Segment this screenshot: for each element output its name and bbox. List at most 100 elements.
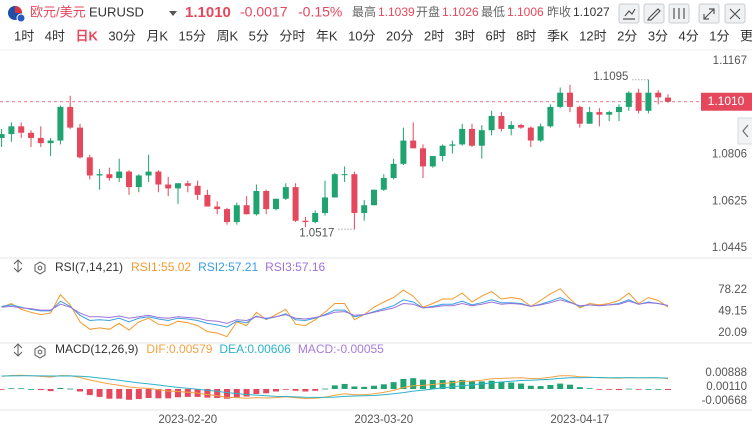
change: -0.0017 (240, 4, 288, 20)
macd-bar (86, 388, 93, 396)
macd-bar (645, 388, 652, 390)
macd-bar (449, 380, 456, 389)
macd-bar (116, 388, 123, 399)
macd-bar (616, 388, 622, 391)
y-tick-label: 1.0806 (712, 149, 747, 161)
candle-body (184, 183, 191, 186)
macd-bar (478, 381, 485, 389)
indicator-line (1, 374, 669, 400)
macd-bar (331, 385, 338, 389)
indicator-line (1, 288, 669, 338)
macd-bar (380, 384, 387, 389)
candle-body (292, 187, 299, 221)
stat-label: 最低 (481, 5, 505, 19)
timeframe-tab[interactable]: 15分 (179, 28, 206, 43)
x-tick-label: 2023-04-17 (550, 414, 609, 426)
pair-name: 欧元/美元 (30, 4, 86, 19)
legend-entry: DEA:0.00606 (219, 342, 291, 356)
timeframe-tab[interactable]: 12时 (579, 28, 606, 43)
macd-bar (635, 388, 642, 390)
stat-label: 昨收 (547, 5, 571, 19)
macd-bar (273, 388, 279, 392)
candle-body (400, 140, 407, 164)
macd-bar (243, 388, 250, 397)
candle-body (567, 92, 573, 107)
candle-body (322, 197, 328, 213)
candle-body (527, 127, 534, 141)
timeframe-tab[interactable]: 季K (547, 28, 569, 43)
timeframe-tab[interactable]: 月K (146, 28, 168, 43)
panel-icons (13, 259, 46, 359)
last-price-label: 1.1010 (708, 94, 745, 108)
candle-body (165, 184, 172, 189)
timeframe-tab[interactable]: 1时 (14, 28, 34, 43)
legend-entry: MACD:-0.00055 (298, 342, 384, 356)
timeframe-tab[interactable]: 1分 (709, 28, 729, 43)
candle-body (537, 126, 544, 141)
candle-body (508, 125, 515, 129)
candle-body (116, 171, 123, 179)
candle-body (57, 106, 64, 141)
macd-bar (508, 382, 515, 389)
stat-label: 最高 (352, 4, 376, 19)
macd-bar (214, 388, 221, 398)
macd-bar (224, 388, 230, 399)
macd-bar (135, 388, 142, 400)
candle-body (429, 156, 436, 167)
indicator-title: RSI(7,14,21) (55, 260, 123, 274)
candle-body (86, 157, 93, 176)
candle-body (77, 127, 83, 158)
macd-bar (312, 388, 319, 391)
dropdown-arrow[interactable] (169, 11, 177, 16)
candle-body (224, 209, 230, 223)
macd-bar (253, 388, 260, 395)
timeframe-tab[interactable]: 3分 (648, 28, 668, 43)
timeframe-tab[interactable]: 4分 (679, 28, 699, 43)
macd-bar (567, 384, 573, 389)
macd-bar (625, 388, 632, 390)
timeframe-bar: 1时 4时 日K 30分 月K 15分 周K 5分 分时 年K 10分 20分 2时 3时 6时 8时 季K 12… (14, 28, 752, 43)
timeframe-tab[interactable]: 30分 (108, 28, 135, 43)
timeframe-tab[interactable]: 8时 (516, 28, 536, 43)
macd-bar (586, 388, 593, 390)
timeframe-tab[interactable]: 2时 (424, 28, 444, 43)
candle-body (449, 144, 456, 146)
candle-body (37, 137, 44, 144)
macd-bar (126, 388, 132, 400)
toolbar-button[interactable] (618, 3, 640, 24)
timeframe-tab[interactable]: 年K (316, 28, 338, 43)
macd-bar (665, 388, 671, 390)
candle-body (518, 125, 524, 128)
timeframe-tab[interactable]: 日K (75, 28, 98, 43)
candle-body (625, 92, 632, 107)
timeframe-tab[interactable]: 10分 (348, 28, 375, 43)
macd-bar (37, 388, 44, 391)
stat-value: 1.1039 (378, 5, 415, 19)
macd-bar (557, 383, 564, 389)
macd-bar (576, 387, 583, 389)
timeframe-tab[interactable]: 3时 (455, 28, 475, 43)
more-button[interactable]: 更多 (740, 28, 752, 43)
timeframe-tab[interactable]: 周K (216, 28, 238, 43)
timeframe-tab[interactable]: 2分 (617, 28, 637, 43)
macd-bar (57, 387, 64, 389)
collapse-button[interactable] (737, 117, 752, 145)
candle-body (273, 198, 279, 210)
candle-body (233, 205, 240, 223)
timeframe-tab[interactable]: 分时 (279, 28, 305, 43)
candle-body (371, 189, 377, 206)
candle-body (547, 106, 554, 127)
macd-bar (371, 385, 377, 389)
macd-bar (204, 388, 211, 398)
macd-bar (439, 379, 446, 389)
macd-bar (537, 386, 544, 389)
timeframe-tab[interactable]: 5分 (249, 28, 269, 43)
timeframe-tab[interactable]: 20分 (386, 28, 413, 43)
timeframe-tab[interactable]: 4时 (45, 28, 65, 43)
candle-body (488, 115, 495, 131)
annotation-label: 1.1095 (593, 71, 628, 83)
candle-body (18, 126, 25, 133)
macd-bar (18, 388, 25, 390)
macd-bar (518, 383, 524, 389)
timeframe-tab[interactable]: 6时 (485, 28, 505, 43)
